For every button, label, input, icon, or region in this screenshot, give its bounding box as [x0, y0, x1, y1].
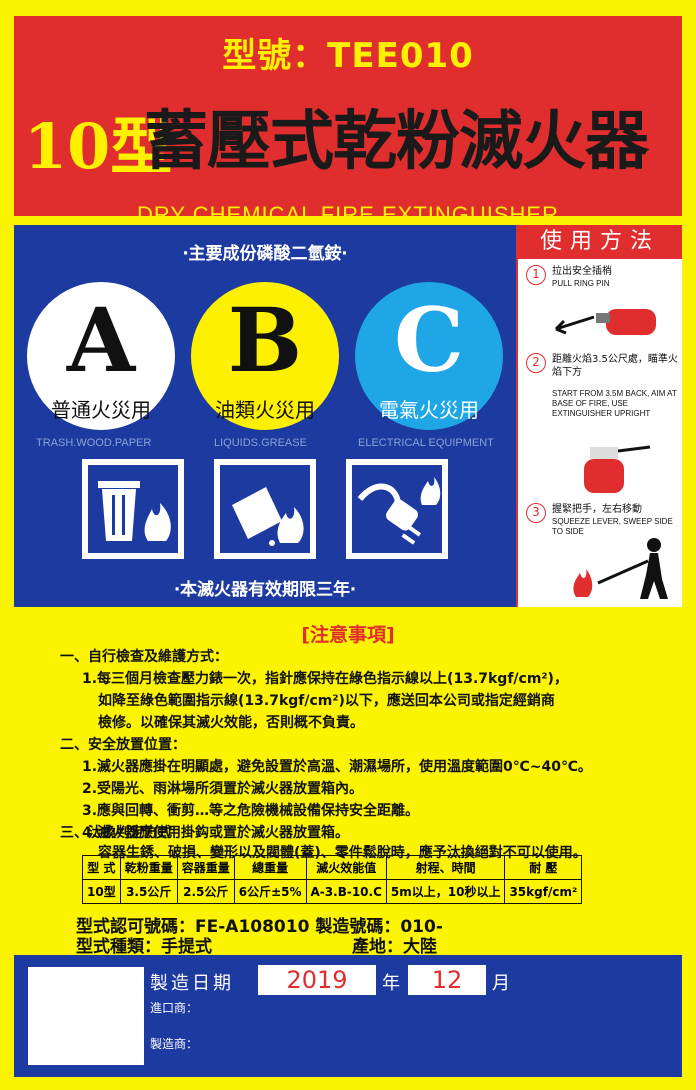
step-2-number: 2 — [526, 353, 546, 373]
oil-fire-icon — [214, 459, 316, 559]
sweep-illustration — [558, 535, 678, 605]
spec-table-header-row: 型 式 乾粉重量 容器重量 總重量 滅火效能值 射程、時間 耐 壓 — [82, 855, 583, 880]
usage-panel: 使用方法 1 拉出安全插梢 PULL RING PIN 2 距離火焰3.5公尺處… — [516, 225, 682, 607]
spec-cell: 10型 — [82, 879, 121, 904]
step-3-zh: 握緊把手，左右移動 — [552, 504, 642, 515]
class-a-circle: A 普通火災用 — [22, 277, 180, 435]
fire-class-panel: ‧主要成份磷酸二氫銨‧ A 普通火災用 B 油類火災用 C 電氣火災用 TRAS… — [14, 225, 516, 607]
title-row: 10型 蓄壓式乾粉滅火器 — [14, 76, 682, 196]
spec-cell: 35kgf/cm² — [504, 879, 583, 904]
step-2-en: START FROM 3.5M BACK, AIM AT BASE OF FIR… — [552, 389, 677, 418]
pull-pin-illustration — [546, 299, 666, 349]
header-banner: 型號：TEE010 10型 蓄壓式乾粉滅火器 DRY CHEMICAL FIRE… — [14, 16, 682, 227]
step-3-en: SQUEEZE LEVER, SWEEP SIDE TO SIDE — [552, 517, 673, 536]
year-value: 2019 — [258, 965, 376, 995]
month-label: 月 — [492, 973, 510, 994]
notice-section-3: 三、汰換判定方式 — [60, 825, 172, 841]
blank-stamp-box — [28, 967, 144, 1065]
step-1-zh: 拉出安全插梢 — [552, 266, 612, 277]
aim-illustration — [574, 437, 654, 501]
notice-2-line-3: 3.應與回轉、衝剪…等之危險機械設備保持安全距離。 — [82, 803, 420, 819]
usage-title: 使用方法 — [518, 225, 682, 259]
spec-header-cell: 乾粉重量 — [119, 855, 178, 880]
origin: 產地：大陸 — [352, 937, 437, 957]
class-c-en: ELECTRICAL EQUIPMENT — [358, 437, 494, 449]
product-title: 蓄壓式乾粉滅火器 — [144, 104, 649, 179]
spec-header-cell: 總重量 — [233, 855, 307, 880]
step-3-number: 3 — [526, 503, 546, 523]
spec-header-cell: 耐 壓 — [504, 855, 583, 880]
step-1-en: PULL RING PIN — [552, 279, 610, 288]
class-a-letter: A — [66, 288, 136, 392]
product-title-en: DRY CHEMICAL FIRE EXTINGUISHER — [137, 202, 559, 227]
spec-cell: A-3.B-10.C — [305, 879, 387, 904]
notice-2-line-2: 2.受陽光、雨淋場所須置於滅火器放置箱內。 — [82, 781, 364, 797]
approval-number: 型式認可號碼：FE-A108010 製造號碼：010- — [76, 917, 443, 937]
step-2-zh: 距離火焰3.5公尺處，瞄準火焰下方 — [552, 354, 678, 378]
ingredient-text: ‧主要成份磷酸二氫銨‧ — [182, 244, 348, 264]
spec-header-cell: 滅火效能值 — [305, 855, 387, 880]
spec-cell: 5m以上，10秒以上 — [385, 879, 506, 904]
date-label: 製造日期 — [150, 973, 234, 994]
spec-header-cell: 型 式 — [82, 855, 121, 880]
class-b-en: LIQUIDS.GREASE — [214, 437, 307, 449]
notice-1-line-3: 檢修。以確保其滅火效能，否則概不負責。 — [98, 715, 364, 731]
model-number: 型號：TEE010 — [222, 36, 474, 76]
importer-label: 進口商： — [150, 1001, 199, 1015]
notice-2-line-4: 4.滅火器應使用掛鈎或置於滅火器放置箱。 — [82, 825, 350, 841]
spec-table: 型 式 乾粉重量 容器重量 總重量 滅火效能值 射程、時間 耐 壓 10型 3.… — [82, 855, 583, 904]
class-a-type: 普通火災用 — [51, 398, 151, 422]
maker-label: 製造商： — [150, 1037, 199, 1051]
class-c-type: 電氣火災用 — [379, 398, 479, 422]
size-label: 10型 — [24, 110, 173, 183]
notice-section-1: 一、自行檢查及維護方式： — [60, 649, 228, 665]
notice-2-line-1: 1.滅火器應掛在明顯處，避免設置於高溫、潮濕場所，使用溫度範圍0℃~40℃。 — [82, 759, 592, 775]
class-b-type: 油類火災用 — [215, 398, 315, 422]
model-type: 型式種類：手提式 — [76, 937, 212, 957]
spec-cell: 6公斤±5% — [233, 879, 307, 904]
notice-title: [注意事項] — [301, 624, 395, 646]
validity-text: ‧本滅火器有效期限三年‧ — [174, 580, 356, 600]
class-b-letter: B — [227, 288, 303, 392]
notice-1-line-2: 如降至綠色範圍指示線(13.7kgf/cm²)以下，應送回本公司或指定經銷商 — [98, 693, 555, 709]
class-c-letter: C — [393, 288, 465, 392]
step-1-number: 1 — [526, 265, 546, 285]
class-a-en: TRASH.WOOD.PAPER — [36, 437, 152, 449]
spec-header-cell: 射程、時間 — [385, 855, 506, 880]
manufacture-footer: 製造日期 2019 年 12 月 進口商： 製造商： — [14, 955, 682, 1077]
spec-table-row: 10型 3.5公斤 2.5公斤 6公斤±5% A-3.B-10.C 5m以上，1… — [82, 879, 583, 904]
month-value: 12 — [408, 965, 486, 995]
class-b-circle: B 油類火災用 — [186, 277, 344, 435]
year-label: 年 — [382, 973, 400, 994]
spec-header-cell: 容器重量 — [176, 855, 235, 880]
spec-cell: 2.5公斤 — [176, 879, 235, 904]
notice-section-2: 二、安全放置位置： — [60, 737, 186, 753]
electric-fire-icon — [346, 459, 448, 559]
notice-1-line-1: 1.每三個月檢查壓力錶一次，指針應保持在綠色指示線以上(13.7kgf/cm²)… — [82, 671, 568, 687]
trash-fire-icon — [82, 459, 184, 559]
class-c-circle: C 電氣火災用 — [350, 277, 508, 435]
spec-cell: 3.5公斤 — [119, 879, 178, 904]
